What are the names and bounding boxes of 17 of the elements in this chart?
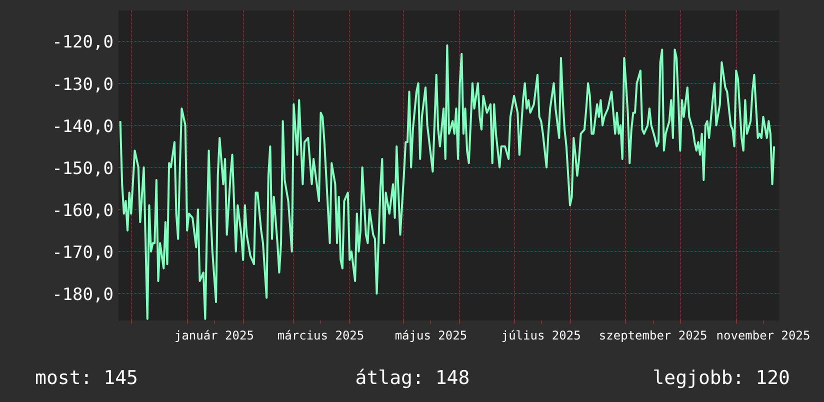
x-tick-label: július 2025 [501, 328, 581, 342]
text: legjobb: 120 [652, 366, 790, 391]
text: most: 145 [35, 366, 138, 391]
x-tick-label: május 2025 [394, 328, 468, 342]
line-series [119, 44, 776, 320]
x-tick-label: november 2025 [716, 328, 810, 342]
y-tick-label: -140,0 [52, 116, 114, 137]
text: átlag: 148 [355, 366, 470, 391]
x-tick-label: szeptember 2025 [598, 328, 708, 342]
y-tick-label: -160,0 [52, 200, 114, 221]
y-tick-label: -150,0 [52, 158, 114, 179]
y-tick-label: -120,0 [52, 32, 114, 53]
y-tick-label: -180,0 [52, 285, 114, 306]
y-tick-label: -170,0 [52, 243, 114, 264]
x-tick-label: január 2025 [174, 328, 254, 342]
x-tick-label: március 2025 [277, 328, 364, 342]
y-tick-label: -130,0 [52, 74, 114, 95]
